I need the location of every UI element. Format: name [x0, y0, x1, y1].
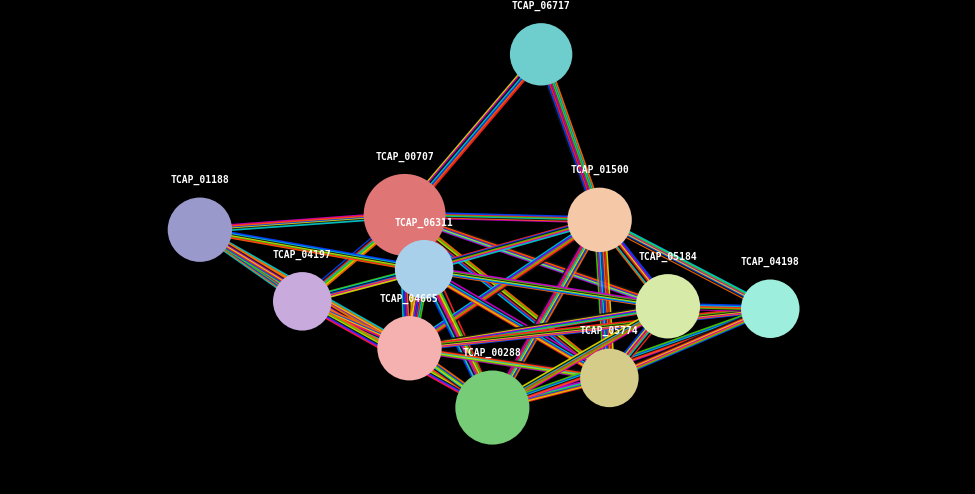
Text: TCAP_01500: TCAP_01500	[570, 165, 629, 175]
Text: TCAP_04665: TCAP_04665	[380, 293, 439, 304]
Ellipse shape	[168, 198, 232, 262]
Text: TCAP_06311: TCAP_06311	[395, 217, 453, 228]
Text: TCAP_01188: TCAP_01188	[171, 175, 229, 185]
Ellipse shape	[377, 316, 442, 380]
Ellipse shape	[455, 370, 529, 445]
Ellipse shape	[395, 240, 453, 298]
Ellipse shape	[510, 23, 572, 85]
Ellipse shape	[741, 280, 800, 338]
Ellipse shape	[567, 188, 632, 252]
Text: TCAP_05774: TCAP_05774	[580, 326, 639, 336]
Ellipse shape	[636, 274, 700, 338]
Text: TCAP_04198: TCAP_04198	[741, 257, 800, 267]
Text: TCAP_00707: TCAP_00707	[375, 151, 434, 162]
Ellipse shape	[580, 349, 639, 407]
Text: TCAP_05184: TCAP_05184	[639, 251, 697, 262]
Text: TCAP_00288: TCAP_00288	[463, 348, 522, 358]
Ellipse shape	[273, 272, 332, 330]
Text: TCAP_04197: TCAP_04197	[273, 249, 332, 260]
Ellipse shape	[364, 174, 446, 256]
Text: TCAP_06717: TCAP_06717	[512, 0, 570, 11]
